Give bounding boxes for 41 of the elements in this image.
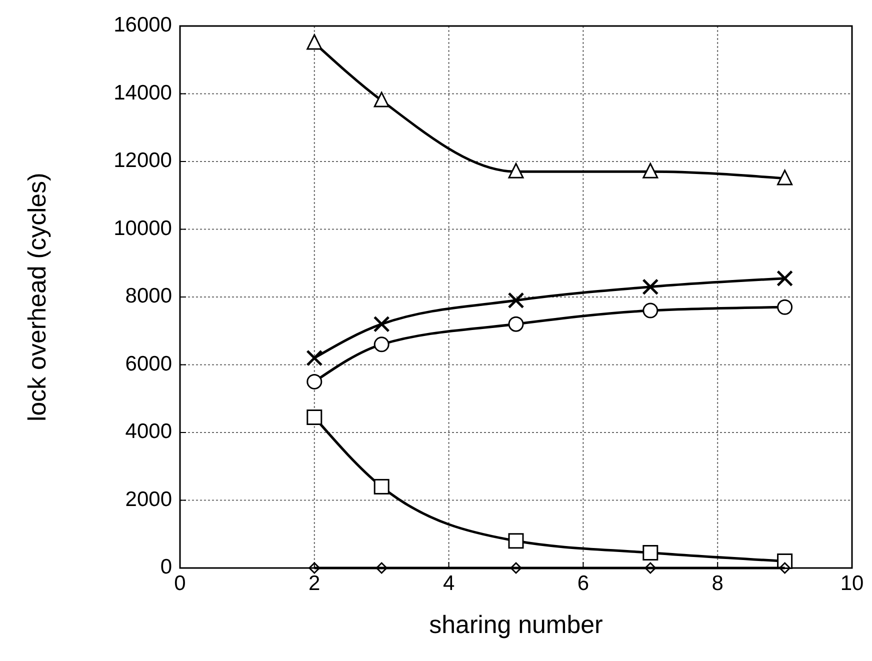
x-tick-label: 8 bbox=[712, 572, 724, 595]
point bbox=[374, 336, 390, 352]
point bbox=[642, 278, 659, 296]
x-tick-label: 0 bbox=[174, 572, 186, 595]
x-axis-title: sharing number bbox=[429, 611, 603, 639]
point bbox=[373, 316, 390, 332]
point bbox=[642, 302, 658, 318]
point bbox=[642, 545, 658, 561]
point bbox=[374, 92, 390, 108]
x-tick-label: 4 bbox=[442, 572, 455, 595]
point bbox=[642, 162, 658, 178]
x-tick-label: 10 bbox=[840, 572, 864, 595]
y-tick-label: 4000 bbox=[125, 420, 172, 444]
x-tick-label: 2 bbox=[308, 572, 320, 595]
point bbox=[510, 562, 522, 574]
point bbox=[779, 562, 791, 574]
point bbox=[306, 374, 322, 390]
point bbox=[374, 478, 390, 494]
y-tick-label: 6000 bbox=[125, 352, 172, 376]
y-tick-label: 10000 bbox=[114, 216, 172, 240]
y-tick-label: 16000 bbox=[114, 14, 172, 37]
point bbox=[777, 299, 793, 315]
x-tick-label: 6 bbox=[577, 572, 590, 595]
point bbox=[508, 162, 524, 178]
point bbox=[644, 562, 656, 574]
point bbox=[777, 170, 793, 186]
y-tick-label: 8000 bbox=[125, 284, 172, 308]
point bbox=[508, 292, 524, 309]
point bbox=[376, 562, 388, 574]
point bbox=[776, 270, 794, 287]
point bbox=[308, 562, 320, 574]
point bbox=[306, 350, 323, 366]
y-tick-label: 14000 bbox=[114, 81, 172, 104]
point bbox=[306, 34, 322, 50]
y-axis-title: lock overhead (cycles) bbox=[24, 172, 52, 422]
point bbox=[508, 316, 524, 332]
y-tick-label: 2000 bbox=[125, 488, 172, 511]
point bbox=[306, 410, 322, 426]
y-tick-label: 0 bbox=[160, 556, 172, 579]
point bbox=[508, 533, 524, 549]
y-tick-label: 12000 bbox=[114, 149, 172, 172]
